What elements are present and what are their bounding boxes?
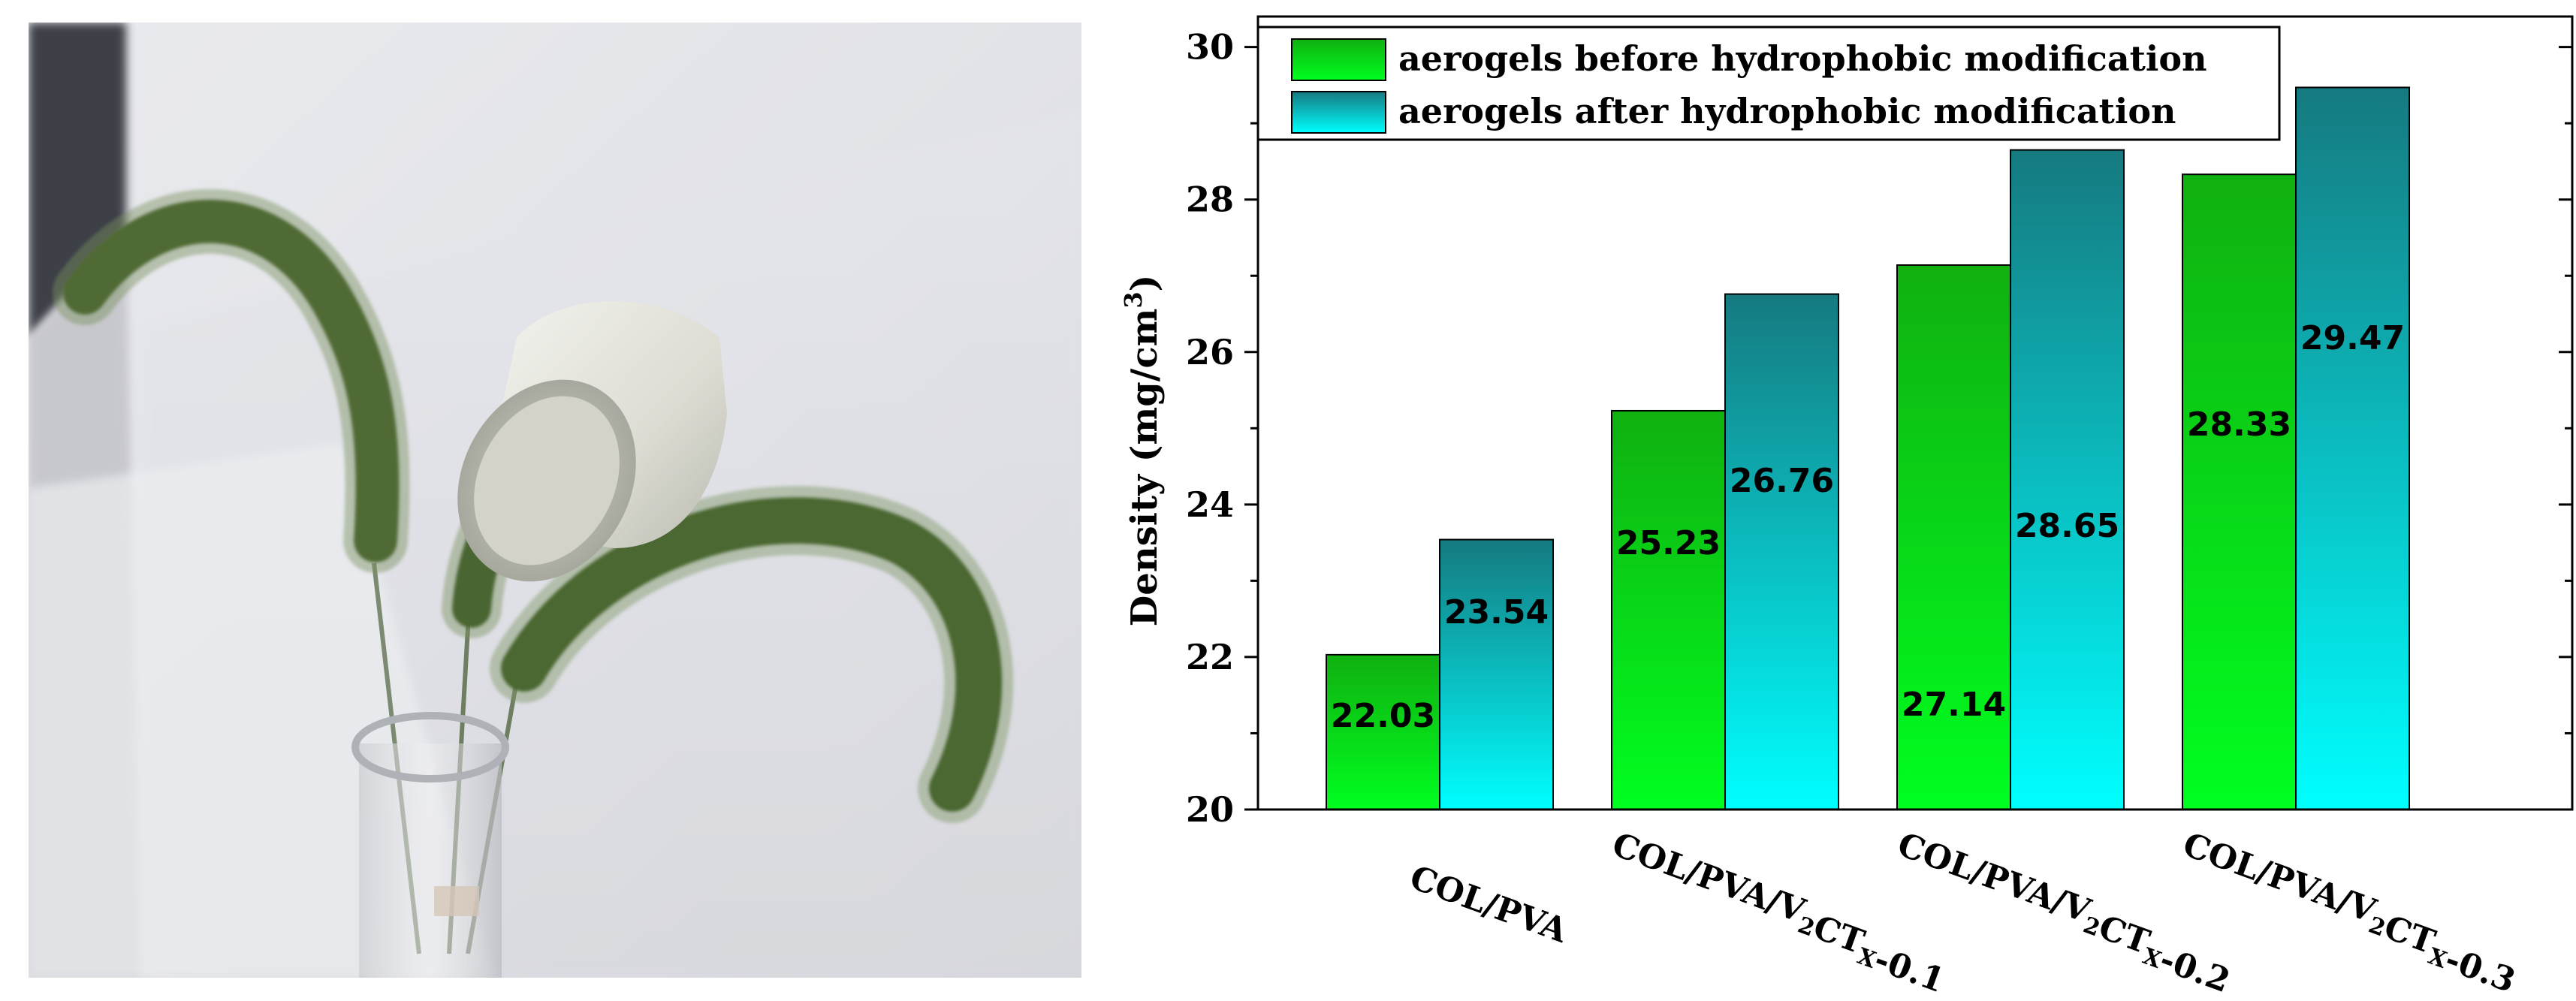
bar-series2-1 — [1439, 538, 1554, 810]
data-label-series2-4: 29.47 — [2300, 319, 2405, 357]
data-label-series2-3: 28.65 — [2015, 507, 2119, 545]
x-category-part: COL/PVA/V — [2178, 825, 2381, 930]
x-category-part: -0.1 — [1869, 940, 1950, 997]
y-tick-label-20: 20 — [1186, 789, 1234, 830]
data-label-series1-1: 22.03 — [1331, 697, 1435, 735]
legend: aerogels before hydrophobic modification… — [1256, 26, 2281, 141]
plot-frame — [1256, 15, 2574, 811]
y-tick-label-30: 30 — [1186, 27, 1234, 68]
bar-series1-1 — [1326, 653, 1440, 811]
y-axis-label-main: Density (mg/cm — [1124, 309, 1166, 627]
data-label-series1-4: 28.33 — [2187, 406, 2291, 444]
y-axis-label: Density (mg/cm3) — [1119, 275, 1166, 627]
data-label-series2-1: 23.54 — [1444, 593, 1549, 632]
y-axis: 20 22 24 26 28 30 — [1186, 27, 2572, 830]
y-tick-label-26: 26 — [1186, 332, 1234, 372]
x-category-part: COL/PVA/V — [1607, 825, 1811, 930]
aerogel-photo — [29, 23, 1081, 978]
bar-series1-3 — [1896, 264, 2011, 810]
legend-swatch-2 — [1291, 91, 1386, 134]
bar-series1-4 — [2182, 173, 2297, 810]
bar-series1-2 — [1611, 409, 1726, 810]
x-category-part: -0.3 — [2440, 940, 2520, 997]
data-label-series1-2: 25.23 — [1616, 524, 1721, 562]
legend-label-1: aerogels before hydrophobic modification — [1398, 38, 2207, 79]
y-tick-label-28: 28 — [1186, 179, 1234, 220]
bar-series2-2 — [1724, 293, 1839, 811]
legend-label-2: aerogels after hydrophobic modification — [1398, 91, 2176, 131]
data-label-series2-2: 26.76 — [1730, 462, 1834, 500]
x-category-label-1: COL/PVA — [1405, 858, 1573, 951]
bar-series2-4 — [2295, 86, 2410, 810]
x-category-part: COL/PVA — [1405, 858, 1573, 951]
y-tick-label-24: 24 — [1186, 484, 1234, 525]
x-category-part: -0.2 — [2155, 940, 2235, 997]
legend-box — [1256, 26, 2281, 141]
x-axis-categories: COL/PVA COL/PVA/V2CTX-0.1COL/PVA/V2CTX-0.… — [1405, 825, 2520, 1000]
y-axis-label-sup: 3 — [1119, 291, 1148, 308]
bars-layer — [1326, 86, 2410, 811]
aerogel-photo-image — [29, 23, 1081, 978]
data-label-series1-3: 27.14 — [1902, 686, 2006, 724]
y-tick-label-22: 22 — [1186, 637, 1234, 677]
y-axis-label-close: ) — [1124, 275, 1166, 292]
legend-swatch-1 — [1291, 38, 1386, 81]
bar-series2-3 — [2010, 149, 2125, 810]
density-bar-chart: 20 22 24 26 28 30 22.03 23.54 25.23 26.76 27.14 28… — [1081, 0, 2576, 1000]
x-category-part: COL/PVA/V — [1893, 825, 2096, 930]
